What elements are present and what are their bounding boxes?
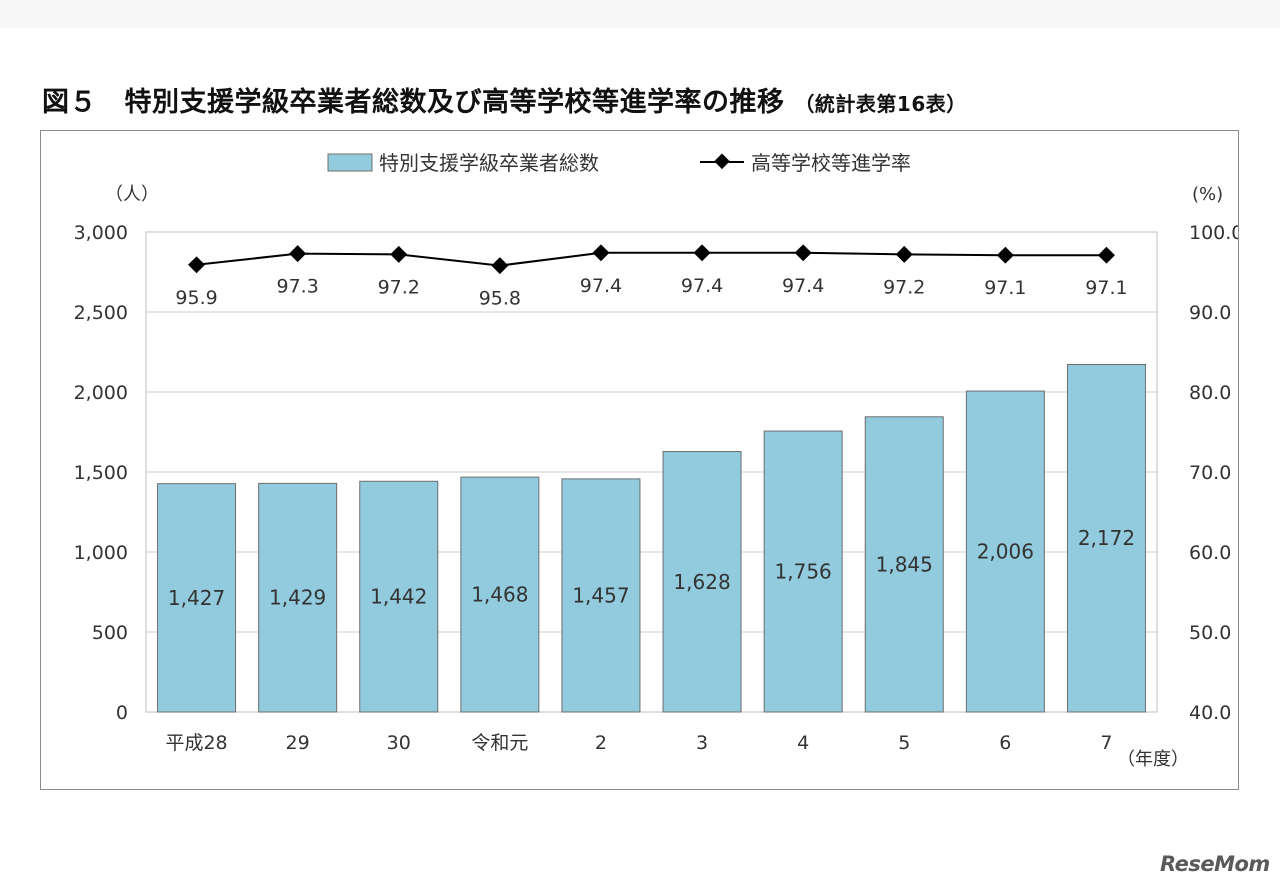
chart-frame: 0 500 1,000 1,500 2,000 2,500 3,000 40.0 50.0 60.… xyxy=(40,130,1239,790)
x-tick-label: 5 xyxy=(898,732,910,754)
bar-data-label: 2,006 xyxy=(977,540,1034,564)
rate-data-label: 95.9 xyxy=(175,287,217,309)
x-tick-label: 29 xyxy=(286,732,310,754)
x-tick-label: 3 xyxy=(696,732,708,754)
top-bar xyxy=(0,0,1280,28)
rate-data-label: 97.1 xyxy=(1085,277,1127,299)
bar xyxy=(157,483,237,713)
rate-data-label: 97.3 xyxy=(276,276,318,298)
bar-data-label: 1,457 xyxy=(572,583,629,607)
y-right-tick-label: 50.0 xyxy=(1189,622,1231,644)
y-left-tick-label: 2,500 xyxy=(74,302,128,324)
x-tick-label: 6 xyxy=(999,732,1011,754)
y-left-tick-label: 2,000 xyxy=(74,382,128,404)
x-tick-label: 4 xyxy=(797,732,809,754)
resemom-logo: ReseMom xyxy=(1160,852,1270,876)
bar xyxy=(561,478,641,713)
bar-data-label: 1,442 xyxy=(370,585,427,609)
rate-line xyxy=(196,251,1107,267)
rate-data-label: 97.4 xyxy=(681,275,723,297)
bar-data-label: 1,429 xyxy=(269,586,326,610)
combo-chart: 0 500 1,000 1,500 2,000 2,500 3,000 40.0 50.0 60.… xyxy=(74,151,1238,770)
rate-data-label: 97.2 xyxy=(883,276,925,298)
x-unit-label: （年度） xyxy=(1117,749,1189,770)
rate-point xyxy=(996,246,1014,264)
rate-point xyxy=(491,257,509,275)
bar xyxy=(1066,363,1146,713)
y-left-unit-label: （人） xyxy=(105,184,159,205)
y-right-tick-label: 100.0 xyxy=(1189,222,1238,244)
y-right-tick-label: 70.0 xyxy=(1189,462,1231,484)
y-left-tick-label: 1,000 xyxy=(74,542,128,564)
y-right-tick-label: 60.0 xyxy=(1189,542,1231,564)
rate-point xyxy=(289,245,307,263)
rate-point xyxy=(1097,246,1115,264)
rate-data-label: 97.2 xyxy=(378,276,420,298)
legend-bar-swatch xyxy=(327,153,373,172)
rate-data-label: 97.4 xyxy=(782,275,824,297)
y-right-unit-label: (%) xyxy=(1192,184,1223,205)
x-tick-label: 7 xyxy=(1100,732,1112,754)
y-left-tick-label: 500 xyxy=(92,622,128,644)
y-right-tick-label: 40.0 xyxy=(1189,702,1231,724)
rate-point xyxy=(188,256,206,274)
rate-point xyxy=(390,245,408,263)
bar xyxy=(864,416,944,713)
bar xyxy=(763,430,843,713)
legend-line-marker xyxy=(714,153,730,170)
legend-bar-label: 特別支援学級卒業者総数 xyxy=(379,151,599,175)
figure-title-main: 図５ 特別支援学級卒業者総数及び高等学校等進学率の推移 xyxy=(42,87,785,118)
y-left-tick-label: 0 xyxy=(116,702,128,724)
bar-data-label: 1,427 xyxy=(168,586,225,610)
bar xyxy=(359,480,439,713)
y-left-tick-label: 3,000 xyxy=(74,222,128,244)
bar-data-label: 2,172 xyxy=(1078,526,1135,550)
y-right-tick-label: 80.0 xyxy=(1189,382,1231,404)
x-tick-label: 30 xyxy=(387,732,411,754)
rate-data-label: 97.1 xyxy=(984,277,1026,299)
x-tick-label: 平成28 xyxy=(165,732,227,754)
y-left-tick-label: 1,500 xyxy=(74,462,128,484)
bar-data-label: 1,628 xyxy=(673,570,730,594)
rate-point xyxy=(592,244,610,262)
x-tick-label: 令和元 xyxy=(471,732,528,754)
y-right-tick-label: 90.0 xyxy=(1189,302,1231,324)
bar xyxy=(662,451,742,713)
bar-data-label: 1,756 xyxy=(775,560,832,584)
bar xyxy=(460,476,540,713)
rate-point xyxy=(794,244,812,262)
bar-data-label: 1,845 xyxy=(876,552,933,576)
legend-line-label: 高等学校等進学率 xyxy=(751,151,911,175)
bar xyxy=(965,390,1045,713)
figure-title: 図５ 特別支援学級卒業者総数及び高等学校等進学率の推移 （統計表第16表） xyxy=(42,80,967,119)
rate-data-label: 95.8 xyxy=(479,288,521,310)
bar-data-label: 1,468 xyxy=(471,583,528,607)
bar xyxy=(258,482,338,713)
rate-point xyxy=(895,245,913,263)
rate-point xyxy=(693,244,711,262)
x-tick-label: 2 xyxy=(595,732,607,754)
rate-data-label: 97.4 xyxy=(580,275,622,297)
figure-title-sub: （統計表第16表） xyxy=(794,92,967,116)
